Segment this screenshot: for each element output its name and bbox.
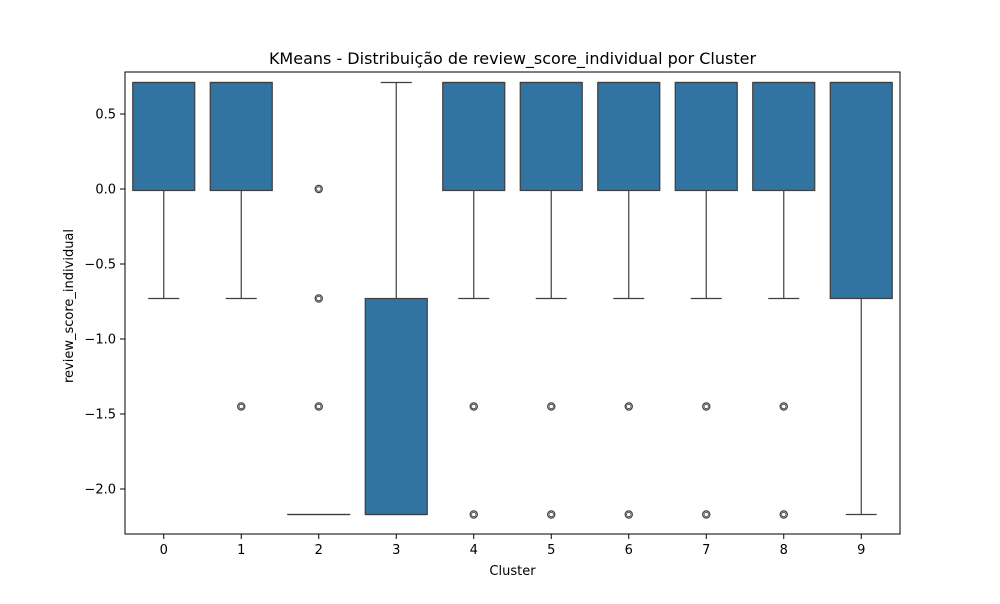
box-group-cluster-1 [210,83,272,411]
x-tick-label: 1 [237,543,245,558]
y-tick-label: 0.0 [95,183,116,198]
outlier-point-inner [627,404,631,408]
outlier-point-inner [317,187,321,191]
x-tick-label: 4 [470,543,478,558]
box-group-cluster-5 [520,83,582,519]
x-tick-label: 9 [857,543,865,558]
iqr-box [365,299,427,515]
outlier-point-inner [549,512,553,516]
x-tick-label: 7 [702,543,710,558]
y-tick-label: −1.5 [84,408,116,423]
x-tick-label: 5 [547,543,555,558]
box-group-cluster-2 [288,185,350,514]
y-tick-label: 0.5 [95,108,116,123]
y-axis-label: review_score_individual [62,229,77,383]
iqr-box [443,83,505,191]
outlier-point-inner [317,404,321,408]
outlier-point-inner [472,404,476,408]
outlier-point-inner [782,512,786,516]
box-group-cluster-7 [675,83,737,519]
iqr-box [210,83,272,191]
x-tick-label: 0 [160,543,168,558]
iqr-box [520,83,582,191]
x-axis-label: Cluster [489,564,536,579]
iqr-box [830,83,892,299]
box-group-cluster-9 [830,83,892,515]
x-tick-label: 3 [392,543,400,558]
outlier-point-inner [472,512,476,516]
outlier-point-inner [317,296,321,300]
outlier-point-inner [704,512,708,516]
box-group-cluster-3 [365,83,427,515]
x-tick-label: 8 [780,543,788,558]
box-group-cluster-8 [753,83,815,519]
iqr-box [753,83,815,191]
y-tick-label: −0.5 [84,258,116,273]
y-tick-label: −1.0 [84,333,116,348]
y-tick-label: −2.0 [84,483,116,498]
outlier-point-inner [704,404,708,408]
box-group-cluster-4 [443,83,505,519]
outlier-point-inner [782,404,786,408]
plot-area: 0.5 0.0 −0.5 −1.0 −1.5 −2.0 0 1 2 3 4 5 6 7 8 9 [84,83,892,559]
iqr-box [675,83,737,191]
outlier-point-inner [627,512,631,516]
x-tick-label: 6 [625,543,633,558]
box-group-cluster-0 [133,83,195,299]
outlier-point-inner [549,404,553,408]
iqr-box [133,83,195,191]
chart-title: KMeans - Distribuição de review_score_in… [269,49,757,69]
box-group-cluster-6 [598,83,660,519]
outlier-point-inner [239,404,243,408]
iqr-box [598,83,660,191]
x-tick-label: 2 [315,543,323,558]
